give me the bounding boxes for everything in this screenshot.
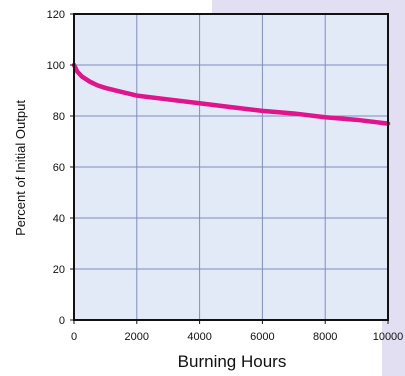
header-band bbox=[212, 0, 382, 14]
x-tick-label: 0 bbox=[71, 331, 77, 343]
x-tick-label: 10000 bbox=[373, 331, 404, 343]
x-tick-label: 4000 bbox=[187, 331, 211, 343]
series-line bbox=[71, 62, 391, 126]
y-tick-label: 0 bbox=[59, 315, 65, 327]
y-axis-label: Percent of Initial Output bbox=[13, 100, 28, 236]
x-tick-label: 6000 bbox=[250, 331, 274, 343]
y-tick-label: 20 bbox=[53, 264, 65, 276]
y-tick-label: 80 bbox=[53, 111, 65, 123]
y-tick-label: 40 bbox=[53, 213, 65, 225]
y-tick-label: 100 bbox=[47, 60, 65, 72]
y-tick-label: 120 bbox=[47, 9, 65, 21]
x-tick-label: 2000 bbox=[125, 331, 149, 343]
x-axis-label: Burning Hours bbox=[178, 352, 287, 371]
x-tick-label: 8000 bbox=[313, 331, 337, 343]
y-tick-label: 60 bbox=[53, 162, 65, 174]
